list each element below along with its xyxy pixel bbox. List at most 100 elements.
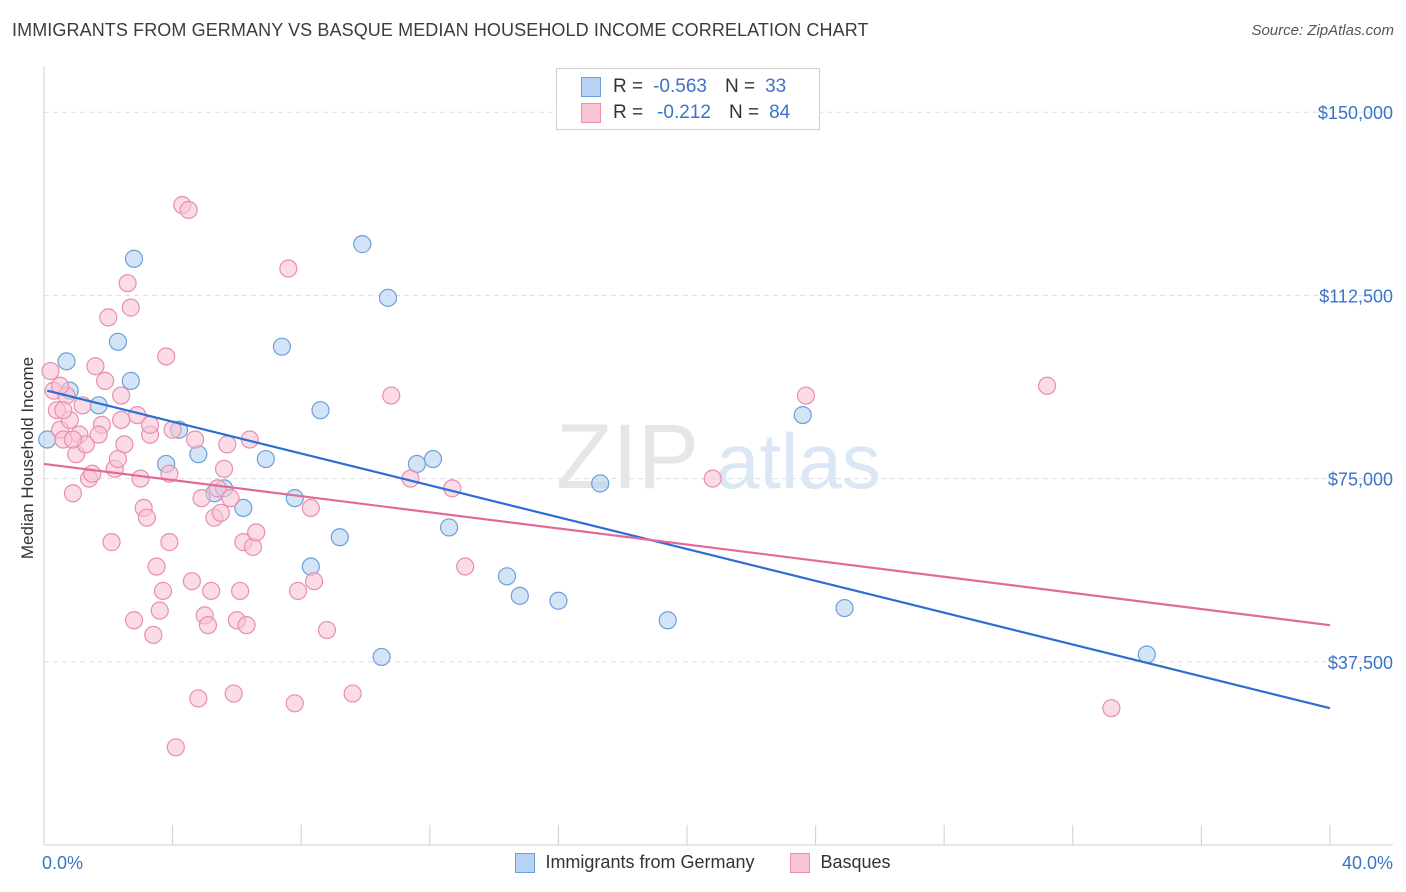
basques-point: [63, 430, 83, 449]
basques-point: [166, 738, 185, 757]
basques-point: [137, 508, 156, 527]
source-credit: Source: ZipAtlas.com: [1251, 22, 1394, 39]
germany-point: [439, 518, 459, 537]
germany-point: [378, 288, 398, 307]
basques-point: [186, 430, 205, 449]
germany-point: [658, 611, 677, 630]
legend-r-label: R =: [613, 76, 644, 97]
basques-point: [247, 523, 266, 542]
basques-point: [243, 537, 263, 557]
bottom-legend-swatch-pink: [790, 852, 811, 873]
basques-point: [95, 371, 115, 390]
legend-row-germany: R = -0.563 N = 33: [581, 75, 786, 99]
basques-point: [89, 425, 108, 444]
basques-point: [192, 489, 211, 508]
basques-point: [83, 464, 102, 483]
y-tick-label: $75,000: [1328, 470, 1393, 490]
basques-point: [112, 410, 131, 430]
basques-point: [1102, 699, 1121, 718]
y-tick-label: $37,500: [1328, 653, 1393, 673]
basques-point: [237, 616, 256, 635]
x-tick-label: 0.0%: [42, 853, 83, 873]
germany-point: [591, 474, 610, 493]
basques-point: [198, 616, 218, 635]
legend-box: R = -0.563 N = 33 R = -0.212 N = 84: [556, 68, 820, 130]
bottom-legend-basques[interactable]: Basques: [790, 852, 891, 873]
trend-lines: [43, 389, 1331, 710]
germany-point: [124, 249, 144, 268]
basques-trend-line: [43, 462, 1331, 627]
legend-n-label: N =: [728, 102, 760, 123]
germany-point: [835, 598, 854, 618]
watermark-zip: ZIP: [556, 406, 699, 508]
basques-point: [108, 449, 128, 469]
basques-point: [131, 469, 150, 488]
basques-point: [124, 611, 144, 630]
germany-point: [793, 405, 812, 425]
legend-swatch-pink: [581, 103, 601, 123]
germany-point: [189, 445, 208, 464]
basques-point: [179, 200, 198, 220]
basques-point: [304, 572, 324, 591]
bottom-legend-label-germany: Immigrants from Germany: [545, 852, 755, 872]
basques-point: [121, 298, 140, 317]
germany-point: [57, 352, 76, 371]
germany-point: [497, 567, 517, 586]
germany-point: [108, 332, 128, 351]
germany-point: [311, 401, 330, 420]
germany-point: [272, 337, 292, 356]
watermark-atlas: atlas: [716, 417, 881, 505]
bottom-legend: Immigrants from Germany Basques: [0, 852, 1406, 873]
germany-point: [423, 449, 443, 469]
basques-point: [231, 581, 250, 601]
germany-point: [353, 235, 372, 254]
germany-point: [285, 489, 304, 508]
basques-point: [202, 581, 221, 601]
germany-point: [234, 498, 253, 518]
chart-title: IMMIGRANTS FROM GERMANY VS BASQUE MEDIAN…: [12, 20, 869, 40]
data-points: [38, 195, 1156, 757]
basques-point: [86, 357, 105, 376]
basques-point: [285, 694, 304, 713]
basques-point: [102, 533, 121, 552]
legend-n-label: N =: [724, 76, 756, 97]
basques-point: [224, 684, 243, 703]
x-tick-label: 40.0%: [1342, 853, 1393, 873]
bottom-legend-germany[interactable]: Immigrants from Germany: [515, 852, 754, 873]
germany-point: [549, 591, 568, 610]
legend-r-value: -0.563: [653, 76, 707, 97]
basques-point: [382, 386, 401, 405]
legend-r-label: R =: [613, 102, 644, 123]
basques-point: [317, 620, 337, 640]
grid-lines: [44, 111, 1393, 663]
basques-point: [343, 684, 362, 703]
legend-swatch-blue: [581, 77, 601, 97]
basques-point: [99, 308, 118, 327]
basques-point: [796, 386, 816, 405]
basques-point: [221, 489, 240, 508]
germany-point: [301, 557, 320, 576]
basques-point: [41, 362, 60, 381]
basques-point: [703, 469, 722, 488]
bottom-legend-swatch-blue: [515, 852, 536, 873]
y-tick-label: $112,500: [1319, 286, 1393, 306]
basques-point: [160, 464, 179, 483]
basques-point: [157, 347, 176, 366]
tick-labels: $37,500 $75,000 $112,500 $150,000 0.0% 40.0%: [42, 103, 1393, 873]
basques-point: [54, 401, 73, 420]
legend-n-value: 33: [765, 76, 787, 97]
basques-point: [189, 689, 208, 708]
basques-point: [150, 601, 169, 620]
germany-point: [256, 449, 275, 469]
basques-point: [118, 274, 137, 293]
basques-point: [147, 557, 166, 576]
basques-point: [288, 581, 308, 601]
basques-point: [140, 415, 160, 434]
basques-point: [456, 557, 475, 576]
legend-n-value: 84: [769, 102, 791, 123]
y-tick-label: $150,000: [1318, 103, 1393, 123]
basques-point: [301, 498, 320, 518]
basques-point: [112, 386, 131, 405]
basques-point: [160, 533, 179, 552]
